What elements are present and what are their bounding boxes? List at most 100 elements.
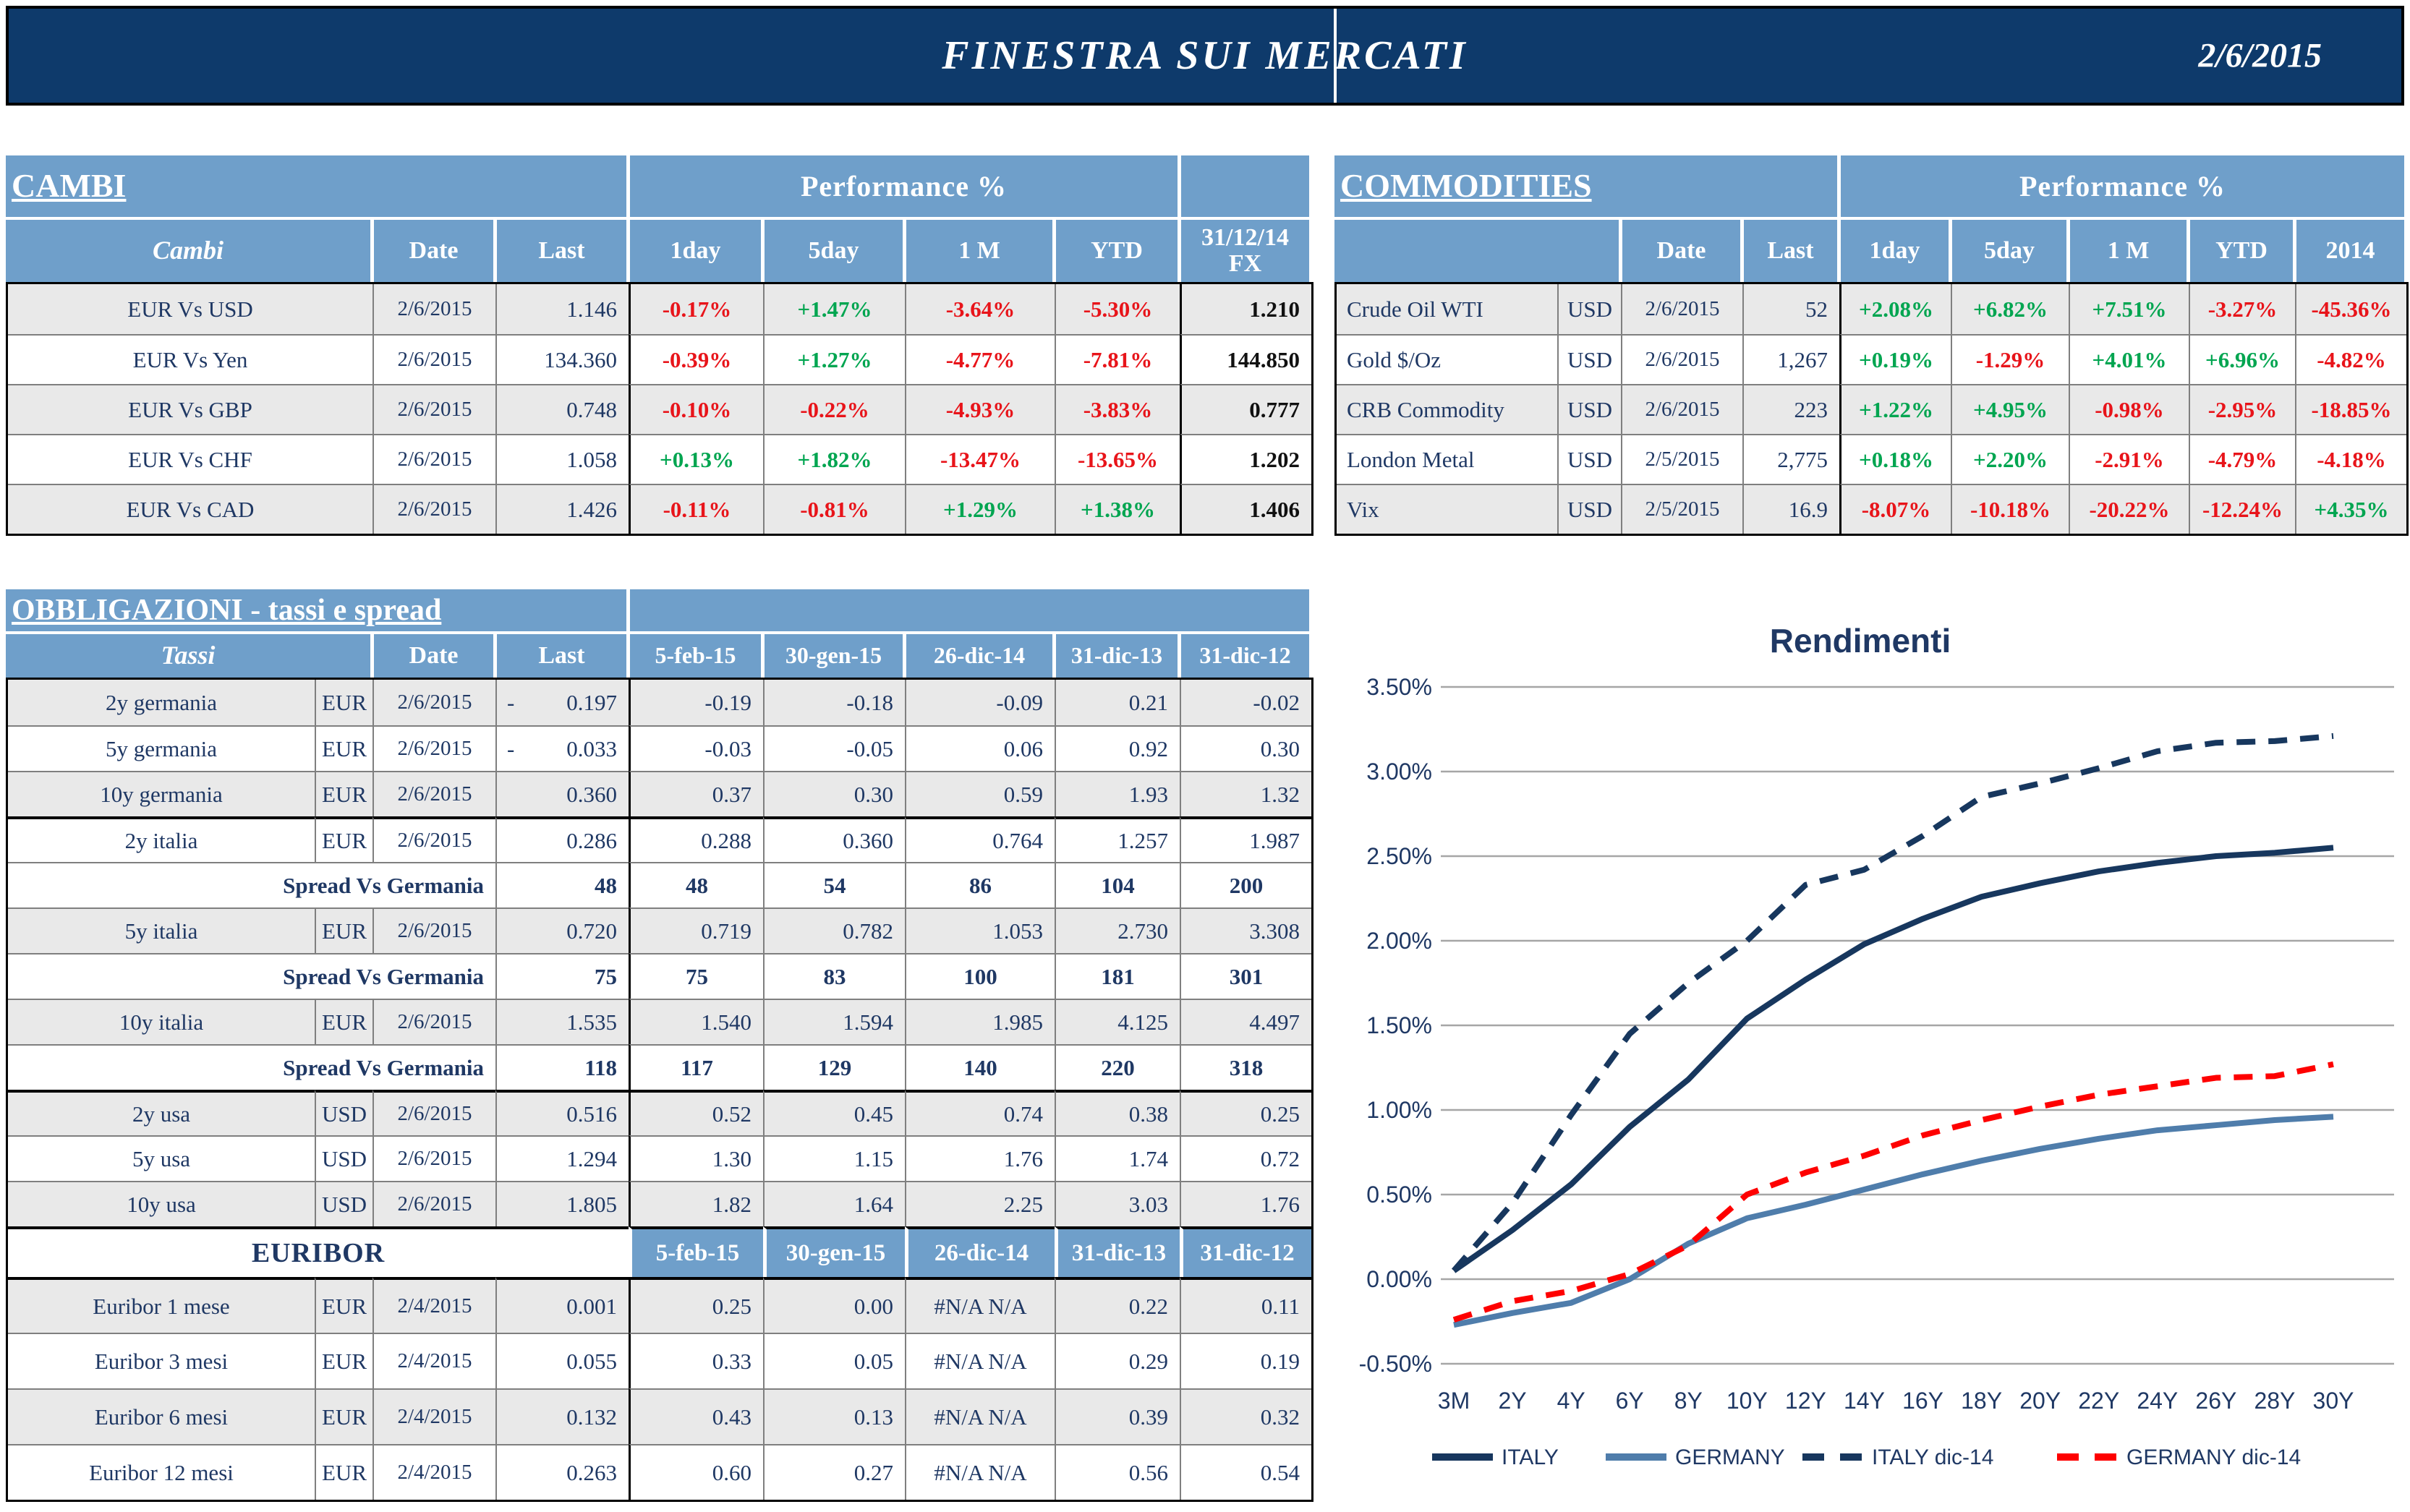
- column-header: 31-dic-12: [1178, 634, 1309, 678]
- pair-perf: -4.93%: [905, 384, 1055, 434]
- column-header: [1334, 220, 1619, 282]
- commodity-last: 2,775: [1742, 434, 1839, 484]
- pair-date: 2/6/2015: [372, 434, 495, 484]
- spread-last: 48: [495, 862, 629, 907]
- bond-currency: EUR: [315, 999, 372, 1044]
- pair-perf: -0.39%: [629, 334, 763, 384]
- euribor-name: Euribor 12 mesi: [8, 1444, 315, 1500]
- legend-label: GERMANY: [1675, 1445, 1785, 1469]
- euribor-hist: #N/A N/A: [905, 1444, 1055, 1500]
- euribor-currency: EUR: [315, 1277, 372, 1333]
- bond-hist: 1.76: [905, 1135, 1055, 1181]
- euribor-hist: #N/A N/A: [905, 1388, 1055, 1444]
- commodity-date: 2/6/2015: [1621, 284, 1742, 334]
- bond-hist: 4.125: [1055, 999, 1180, 1044]
- obbligazioni-table-header: OBBLIGAZIONI - tassi e spread Tassi Date La…: [6, 589, 1309, 678]
- bond-hist: 1.93: [1055, 771, 1180, 816]
- commodity-currency: USD: [1557, 434, 1621, 484]
- bond-hist: 1.257: [1055, 816, 1180, 862]
- bond-currency: EUR: [315, 907, 372, 953]
- spread-hist: 54: [763, 862, 905, 907]
- euribor-hist: 0.39: [1055, 1388, 1180, 1444]
- commodity-perf: +4.95%: [1951, 384, 2069, 434]
- spread-hist: 86: [905, 862, 1055, 907]
- spread-hist: 301: [1180, 953, 1311, 999]
- euribor-hist: 0.54: [1180, 1444, 1311, 1500]
- euribor-hist: 0.33: [629, 1333, 763, 1388]
- x-tick-label: 10Y: [1726, 1388, 1768, 1414]
- commodity-perf: +4.01%: [2069, 334, 2189, 384]
- euribor-column-header: 31-dic-13: [1055, 1226, 1180, 1277]
- pair-perf: -0.17%: [629, 284, 763, 334]
- y-tick-label: 1.00%: [1366, 1097, 1432, 1123]
- spread-hist: 200: [1180, 862, 1311, 907]
- x-tick-label: 16Y: [1902, 1388, 1943, 1414]
- pair-perf: -5.30%: [1055, 284, 1180, 334]
- commodity-name: Gold $/Oz: [1337, 334, 1557, 384]
- cambi-table-header: CAMBI Performance % Cambi Date Last 1day 5day 1…: [6, 155, 1309, 282]
- bond-hist: 1.76: [1180, 1181, 1311, 1226]
- bond-hist: 0.92: [1055, 725, 1180, 771]
- euribor-last: 0.132: [495, 1388, 629, 1444]
- commodity-perf: +0.19%: [1839, 334, 1951, 384]
- euribor-hist: #N/A N/A: [905, 1333, 1055, 1388]
- bond-last: -0.033: [495, 725, 629, 771]
- pair-fx: 1.202: [1180, 434, 1311, 484]
- column-header: Last: [493, 634, 626, 678]
- bond-hist: 0.74: [905, 1090, 1055, 1135]
- bond-name: 10y italia: [8, 999, 315, 1044]
- bond-hist: 0.06: [905, 725, 1055, 771]
- spread-hist: 140: [905, 1044, 1055, 1090]
- commodity-last: 52: [1742, 284, 1839, 334]
- commodity-last: 16.9: [1742, 484, 1839, 534]
- pair-last: 0.748: [495, 384, 629, 434]
- pair-fx: 1.406: [1180, 484, 1311, 534]
- bond-hist: 0.782: [763, 907, 905, 953]
- commodity-date: 2/6/2015: [1621, 334, 1742, 384]
- pair-name: EUR Vs USD: [8, 284, 372, 334]
- bond-date: 2/6/2015: [372, 1135, 495, 1181]
- commodities-table: Crude Oil WTI USD 2/6/2015 52 +2.08% +6.82% +7…: [1334, 282, 2409, 536]
- cambi-table: EUR Vs USD 2/6/2015 1.146 -0.17% +1.47% -3.64…: [6, 282, 1313, 536]
- column-header: YTD: [2187, 220, 2293, 282]
- euribor-column-header: 31-dic-12: [1180, 1226, 1311, 1277]
- x-tick-label: 8Y: [1674, 1388, 1703, 1414]
- pair-perf: +1.47%: [763, 284, 905, 334]
- commodity-perf: -2.95%: [2189, 384, 2295, 434]
- report-date: 2/6/2015: [2198, 36, 2322, 75]
- pair-last: 1.146: [495, 284, 629, 334]
- euribor-date: 2/4/2015: [372, 1277, 495, 1333]
- pair-date: 2/6/2015: [372, 284, 495, 334]
- spread-hist: 104: [1055, 862, 1180, 907]
- column-header: Date: [370, 220, 493, 282]
- commodity-last: 223: [1742, 384, 1839, 434]
- section-title-commodities: COMMODITIES: [1334, 155, 1837, 217]
- column-header: Date: [1619, 220, 1740, 282]
- pair-fx: 0.777: [1180, 384, 1311, 434]
- pair-perf: -0.10%: [629, 384, 763, 434]
- bond-hist: 1.053: [905, 907, 1055, 953]
- column-header: 1 M: [903, 220, 1052, 282]
- pair-fx: 1.210: [1180, 284, 1311, 334]
- euribor-last: 0.001: [495, 1277, 629, 1333]
- x-tick-label: 22Y: [2078, 1388, 2119, 1414]
- euribor-hist: 0.00: [763, 1277, 905, 1333]
- x-tick-label: 20Y: [2019, 1388, 2061, 1414]
- commodity-last: 1,267: [1742, 334, 1839, 384]
- bond-hist: 0.37: [629, 771, 763, 816]
- bond-date: 2/6/2015: [372, 907, 495, 953]
- bond-last: 1.535: [495, 999, 629, 1044]
- bond-name: 10y usa: [8, 1181, 315, 1226]
- y-tick-label: -0.50%: [1359, 1351, 1432, 1377]
- bond-currency: EUR: [315, 816, 372, 862]
- bond-hist: 1.32: [1180, 771, 1311, 816]
- bond-hist: 1.74: [1055, 1135, 1180, 1181]
- column-header: 5day: [761, 220, 903, 282]
- commodity-currency: USD: [1557, 284, 1621, 334]
- bond-hist: 1.64: [763, 1181, 905, 1226]
- y-tick-label: 2.50%: [1366, 843, 1432, 869]
- commodity-perf: +6.82%: [1951, 284, 2069, 334]
- bond-last: 0.720: [495, 907, 629, 953]
- y-tick-label: 1.50%: [1366, 1012, 1432, 1038]
- section-title-cambi: CAMBI: [6, 155, 626, 217]
